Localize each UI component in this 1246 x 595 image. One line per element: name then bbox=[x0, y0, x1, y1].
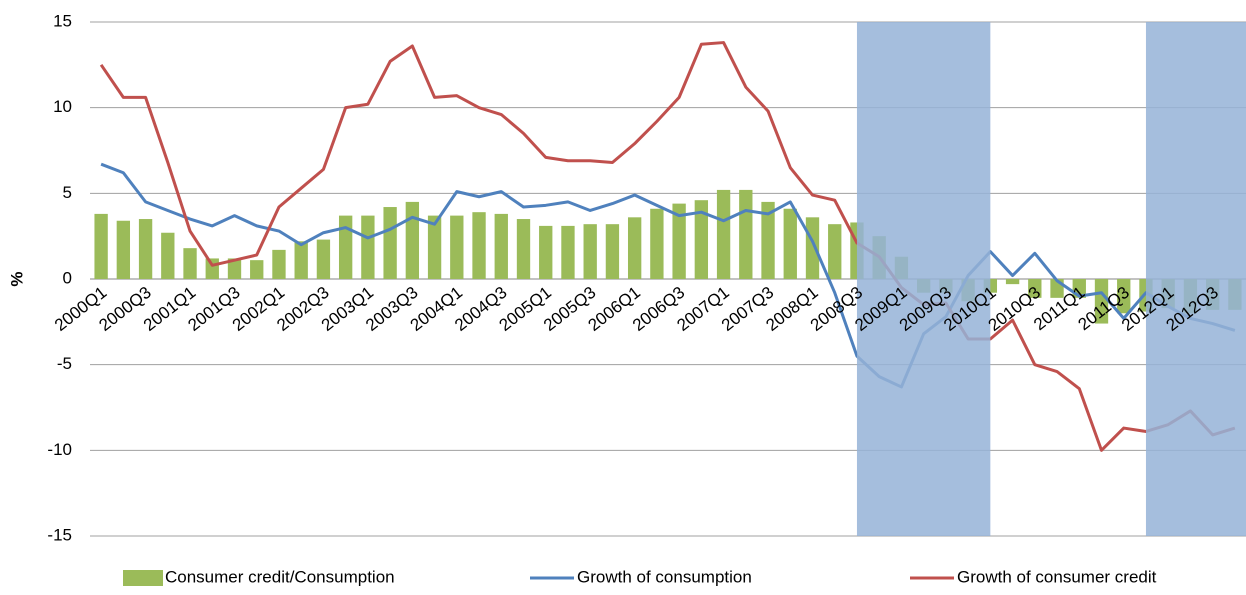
bar bbox=[383, 207, 397, 279]
y-axis-label: % bbox=[7, 271, 26, 286]
bar bbox=[716, 189, 731, 279]
legend-swatch bbox=[123, 570, 163, 586]
bar bbox=[561, 225, 575, 279]
y-tick-label: -10 bbox=[47, 440, 72, 459]
bar bbox=[494, 213, 508, 279]
y-tick-label: 0 bbox=[63, 268, 72, 287]
bar bbox=[783, 208, 797, 279]
line bbox=[99, 41, 1236, 452]
legend-label: Growth of consumption bbox=[577, 567, 752, 586]
bar bbox=[272, 249, 286, 279]
bar bbox=[583, 224, 597, 279]
bar bbox=[450, 215, 464, 279]
y-tick-label: -5 bbox=[57, 354, 72, 373]
bar bbox=[116, 220, 131, 279]
bar bbox=[227, 258, 242, 279]
legend-label: Growth of consumer credit bbox=[957, 567, 1157, 586]
y-tick-label: -15 bbox=[47, 525, 72, 544]
bar bbox=[161, 232, 175, 279]
bar bbox=[694, 200, 709, 279]
bar bbox=[294, 241, 308, 279]
bar bbox=[472, 212, 486, 279]
bar bbox=[516, 219, 531, 279]
bar bbox=[805, 217, 820, 279]
bar bbox=[316, 239, 331, 279]
bar bbox=[650, 208, 664, 279]
line bbox=[100, 162, 1236, 389]
bar bbox=[739, 189, 753, 279]
bar bbox=[828, 224, 842, 279]
bar bbox=[761, 201, 775, 279]
bar bbox=[250, 260, 264, 279]
bar bbox=[1094, 279, 1109, 324]
bar bbox=[1117, 279, 1131, 314]
y-tick-label: 10 bbox=[53, 97, 72, 116]
bar bbox=[627, 217, 642, 279]
bar bbox=[427, 215, 442, 279]
y-tick-label: 15 bbox=[53, 11, 72, 30]
bar bbox=[138, 219, 153, 279]
y-tick-label: 5 bbox=[63, 183, 72, 202]
shaded-region bbox=[1145, 22, 1246, 536]
bar bbox=[183, 248, 197, 279]
bar bbox=[672, 203, 686, 279]
bar bbox=[338, 215, 353, 279]
bar bbox=[205, 258, 219, 279]
bar bbox=[605, 224, 620, 279]
shaded-region bbox=[856, 22, 991, 536]
bar bbox=[405, 201, 420, 279]
legend-label: Consumer credit/Consumption bbox=[165, 567, 395, 586]
bar bbox=[1028, 279, 1042, 298]
bar bbox=[539, 225, 553, 279]
bar bbox=[1005, 279, 1020, 285]
bar bbox=[94, 213, 108, 279]
bar bbox=[361, 215, 375, 279]
